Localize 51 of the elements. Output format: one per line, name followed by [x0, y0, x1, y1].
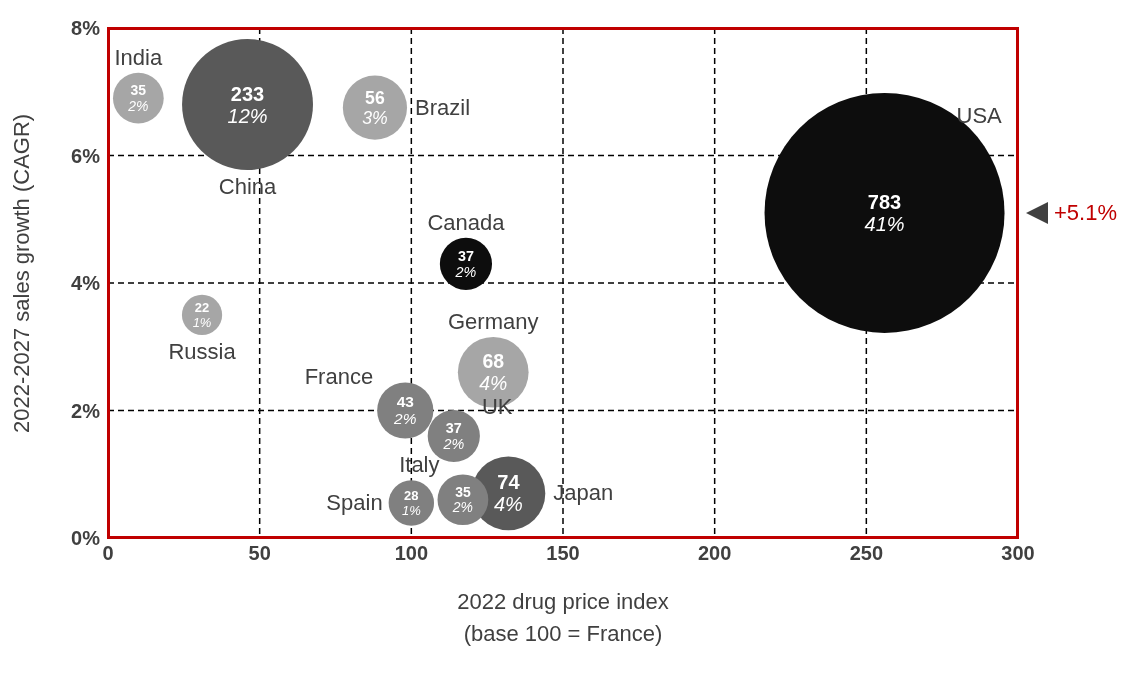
annotation: 4%	[479, 371, 508, 394]
series-label: Germany	[447, 308, 539, 334]
series-label: USA	[956, 102, 1003, 128]
y-tick-label: 4%	[71, 272, 101, 295]
annotation: 2%	[127, 97, 149, 114]
annotation: 3%	[362, 107, 388, 128]
data-label: 37	[445, 420, 462, 437]
data-label: 35	[130, 82, 147, 99]
data-label: 233	[230, 82, 265, 105]
series-label: Canada	[427, 209, 506, 235]
annotation: 41%	[864, 212, 905, 235]
series-label: France	[304, 364, 374, 390]
x-tick-label: 300	[1001, 542, 1035, 565]
series-label: Brazil	[415, 94, 471, 120]
y-tick-label: 8%	[71, 17, 101, 40]
data-label: 783	[867, 190, 902, 213]
y-axis-title: 2022-2027 sales growth (CAGR)	[8, 113, 34, 433]
series-label: China	[218, 173, 278, 199]
series-label: UK	[481, 393, 513, 419]
data-label: 35	[455, 483, 471, 500]
series-label: India	[114, 44, 163, 70]
x-tick-label: 150	[546, 542, 580, 565]
annotation: 12%	[227, 104, 268, 127]
y-tick-label: 0%	[71, 527, 101, 550]
y-tick-label: 2%	[71, 399, 101, 422]
data-label: 22	[194, 300, 210, 316]
x-tick-label: 50	[248, 542, 271, 565]
annotation: 4%	[493, 493, 523, 516]
series-label: Japan	[553, 480, 614, 506]
data-label: 28	[404, 488, 419, 504]
data-label: 68	[482, 350, 505, 373]
data-label: 74	[497, 471, 521, 494]
annotation: 2%	[454, 263, 477, 280]
x-tick-label: 0	[102, 542, 114, 565]
x-tick-label: 250	[849, 542, 884, 565]
x-axis-title: 2022 drug price index (base 100 = France)	[456, 588, 670, 648]
annotation: 2%	[393, 410, 417, 428]
x-tick-label: 100	[394, 542, 429, 565]
x-tick-label: 200	[697, 542, 732, 565]
series-label: Italy	[399, 452, 440, 478]
annotation: 2%	[442, 435, 465, 452]
data-label: 56	[365, 88, 385, 109]
series-label: Spain	[326, 489, 383, 515]
data-label: 43	[396, 393, 415, 411]
annotation: 2%	[451, 499, 473, 516]
series-label: Russia	[168, 338, 237, 364]
y-tick-label: 6%	[71, 144, 101, 167]
data-label: 37	[457, 248, 474, 265]
annotation: 1%	[192, 314, 212, 330]
annotation: 1%	[401, 502, 421, 518]
text: +5.1%	[1054, 199, 1117, 226]
